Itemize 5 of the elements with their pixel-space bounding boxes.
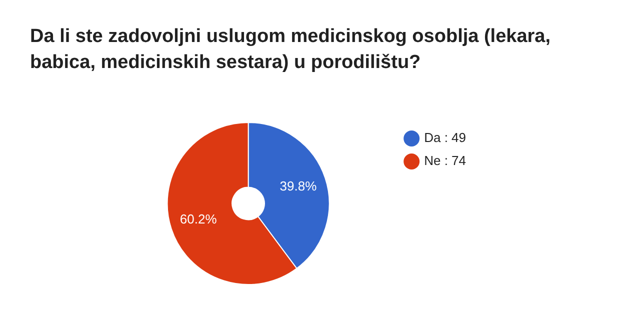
legend-label: Da : 49 [424, 130, 466, 146]
data-label: 39.8% [280, 178, 318, 194]
data-label: 60.2% [180, 212, 218, 227]
chart-title: Da li ste zadovoljni uslugom medicinskog osoblja (lekara, babica, medicinskih sestara) u porodilištu? [30, 25, 552, 75]
legend-label: Ne : 74 [424, 153, 466, 168]
